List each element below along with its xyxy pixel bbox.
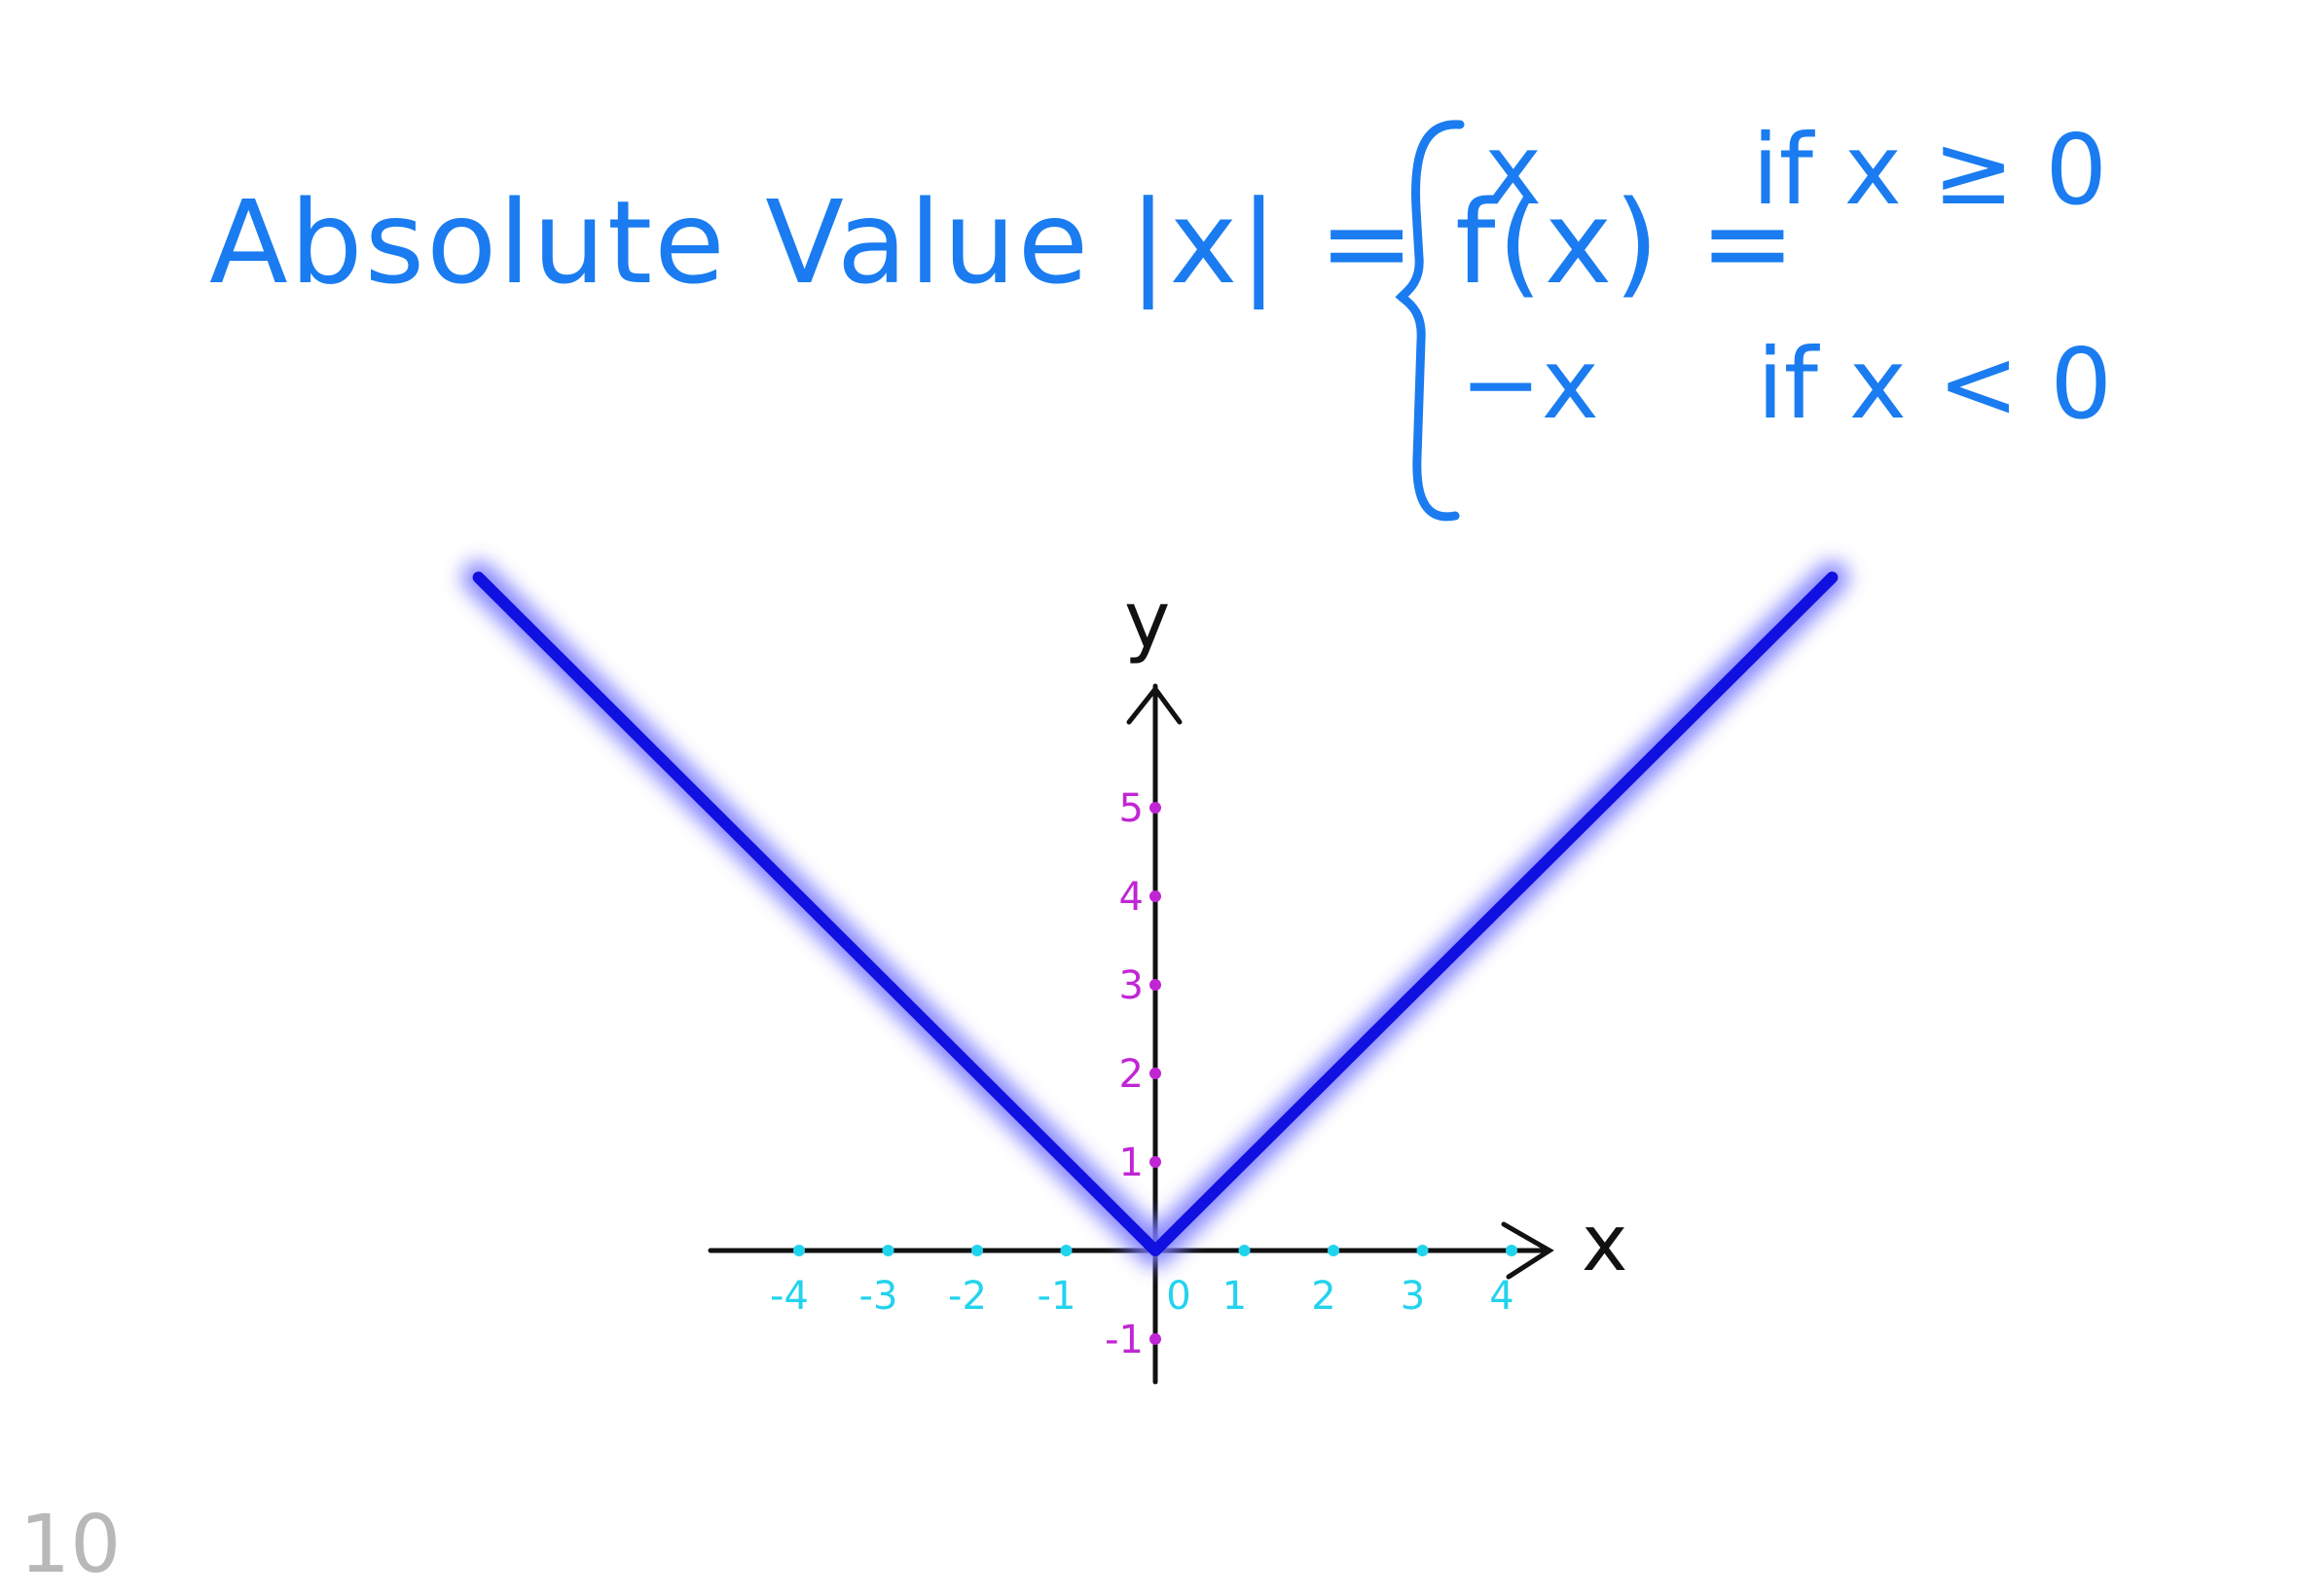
formula-lhs: Absolute Value |x| = f(x) = xyxy=(209,175,1798,309)
x-axis-arrowhead xyxy=(1501,1221,1554,1280)
case-negative-expression: −x xyxy=(1460,327,1599,441)
case-negative-condition: if x < 0 xyxy=(1757,327,2112,441)
y-tick-label: 3 xyxy=(1119,963,1144,1008)
x-tick-mark xyxy=(1060,1245,1073,1256)
y-tick-label: 4 xyxy=(1119,875,1144,920)
y-tick-mark xyxy=(1149,802,1161,814)
x-tick-label: 4 xyxy=(1489,1274,1513,1319)
x-tick-mark xyxy=(1328,1245,1339,1256)
y-tick-label: -1 xyxy=(1105,1318,1144,1362)
y-tick-mark xyxy=(1149,1156,1161,1168)
x-tick-label: -1 xyxy=(1038,1274,1076,1319)
y-tick-mark xyxy=(1149,1333,1161,1345)
x-tick-mark xyxy=(793,1245,805,1256)
y-tick-mark xyxy=(1149,1068,1161,1079)
page-number: 10 xyxy=(19,1499,122,1591)
y-tick-label: 5 xyxy=(1119,786,1144,831)
y-axis-label: y xyxy=(1124,575,1170,666)
piecewise-brace xyxy=(1395,120,1465,522)
x-tick-mark xyxy=(1238,1245,1251,1256)
x-tick-label: 0 xyxy=(1166,1274,1190,1319)
x-tick-mark xyxy=(1506,1245,1517,1256)
x-tick-label: 2 xyxy=(1311,1274,1335,1319)
case-positive-condition: if x ≥ 0 xyxy=(1752,113,2107,227)
x-tick-mark xyxy=(1416,1245,1429,1256)
x-tick-label: 1 xyxy=(1222,1274,1247,1319)
x-tick-label: -3 xyxy=(859,1274,898,1319)
function-line xyxy=(472,571,1839,1256)
case-positive-expression: x xyxy=(1484,113,1543,227)
x-tick-mark xyxy=(882,1245,894,1256)
y-tick-mark xyxy=(1149,890,1161,902)
y-tick-label: 2 xyxy=(1119,1052,1144,1097)
x-axis-label: x xyxy=(1582,1198,1627,1288)
x-tick-label: -2 xyxy=(948,1274,987,1319)
y-tick-label: 1 xyxy=(1119,1141,1144,1185)
y-tick-mark xyxy=(1149,979,1161,991)
x-tick-mark xyxy=(971,1245,983,1256)
y-axis-arrowhead xyxy=(1126,684,1183,725)
x-tick-label: 3 xyxy=(1401,1274,1425,1319)
x-tick-label: -4 xyxy=(770,1274,809,1319)
